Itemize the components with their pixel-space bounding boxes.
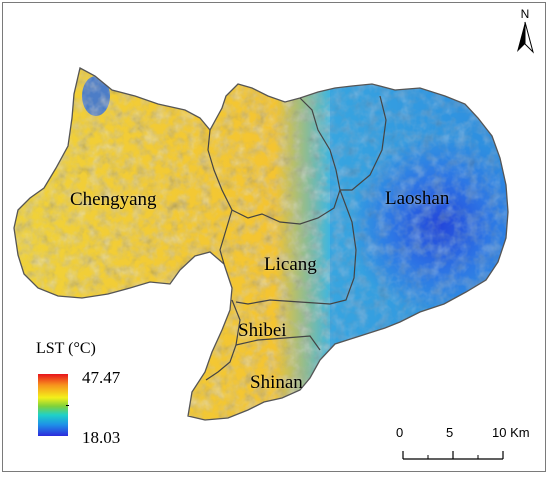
map-frame (2, 2, 546, 472)
legend-tick (66, 405, 69, 406)
scale-label-5: 5 (446, 425, 454, 440)
north-arrow-icon (517, 21, 534, 54)
scale-bar: 0 5 10 Km (396, 425, 546, 465)
scale-label-10: 10 Km (492, 425, 530, 440)
district-boundaries (205, 95, 387, 381)
district-label-shibei: Shibei (238, 320, 287, 341)
north-arrow: N (510, 8, 540, 61)
coastline (13, 67, 509, 421)
district-label-shinan: Shinan (250, 372, 303, 393)
legend-title: LST (°C) (36, 340, 96, 357)
legend-color-bar (38, 374, 68, 436)
legend-min-value: 18.03 (82, 428, 121, 447)
scale-bar-graphic (402, 451, 504, 460)
district-label-chengyang: Chengyang (70, 189, 157, 210)
district-label-laoshan: Laoshan (385, 188, 450, 209)
district-label-licang: Licang (264, 254, 317, 275)
legend-max-value: 47.47 (82, 368, 121, 387)
scale-label-0: 0 (396, 425, 404, 440)
north-arrow-letter: N (520, 7, 530, 21)
